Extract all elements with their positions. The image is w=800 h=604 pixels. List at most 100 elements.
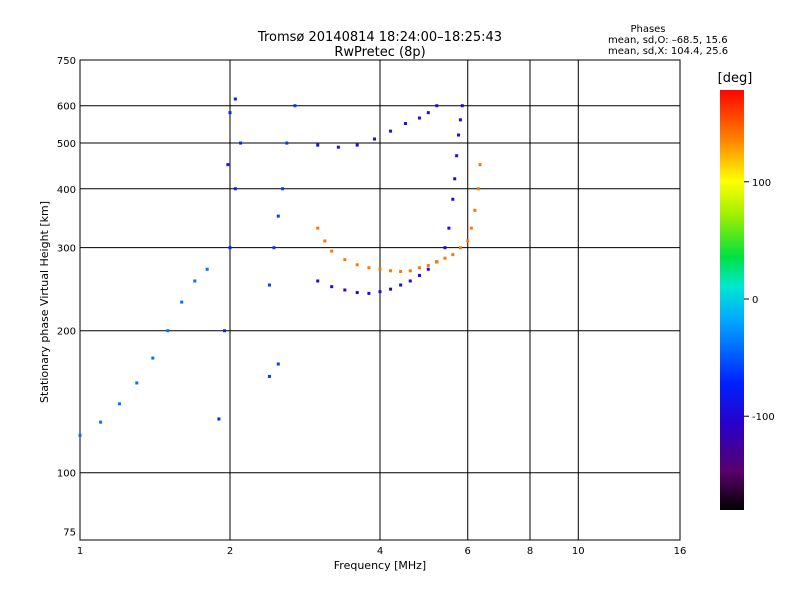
echo-point [417,273,421,277]
echo-point [228,111,232,115]
echo-point [272,246,276,250]
echo-point [367,291,371,295]
echo-point [151,356,155,360]
echo-point [343,288,347,292]
echo-point [217,417,221,421]
echo-point [378,290,382,294]
echo-point [293,104,297,108]
x-tick-label: 8 [527,546,533,557]
echo-point [367,266,371,270]
colorbar-tick-label: 100 [752,178,771,189]
echo-point [223,329,227,333]
echo-point [457,133,461,137]
x-tick-label: 10 [572,546,585,557]
y-tick-label: 100 [57,469,76,480]
echo-point [205,267,209,271]
echo-point [466,239,470,243]
y-tick-label: 400 [57,185,76,196]
echo-point [408,269,412,273]
x-tick-label: 6 [465,546,471,557]
echo-point [276,362,280,366]
echo-point [447,226,451,230]
echo-point [426,267,430,271]
x-tick-label: 16 [674,546,687,557]
echo-point [78,433,82,437]
echo-point [330,249,334,253]
echo-point [233,187,237,191]
x-tick-label: 4 [377,546,383,557]
echo-point [355,291,359,295]
echo-point [267,374,271,378]
echo-point [417,116,421,120]
echo-point [389,287,393,291]
echo-point [473,208,477,212]
echo-point [233,97,237,101]
echo-point [389,129,393,133]
echo-point [99,420,103,424]
echo-point [399,283,403,287]
colorbar-ticks: 100 0 -100 [744,178,775,423]
echo-point [476,187,480,191]
axis-ticks: 1 2 4 6 8 10 16 75 100 200 300 400 500 600 750 [57,56,686,557]
echo-point [399,270,403,274]
echo-point [193,279,197,283]
x-tick-label: 1 [77,546,83,557]
stats-line-o: mean, sd,O: –68.5, 15.6 [608,35,728,46]
colorbar-tick-label: 0 [752,295,758,306]
echo-point [285,141,289,145]
echo-point [180,300,184,304]
y-axis-label: Stationary phase Virtual Height [km] [38,201,51,403]
echo-point [435,104,439,108]
echo-point [226,163,230,167]
echo-point [355,263,359,267]
echo-point [373,137,377,141]
echo-point [135,381,139,385]
echo-point [426,264,430,268]
echo-point [389,269,393,273]
colorbar-tick-label: -100 [752,412,775,423]
echo-point [443,256,447,260]
x-tick-label: 2 [227,546,233,557]
echo-points [78,97,482,437]
echo-point [316,279,320,283]
echo-point [378,267,382,271]
echo-point [330,285,334,289]
echo-point [443,246,447,250]
echo-point [426,111,430,115]
echo-point [451,253,455,257]
echo-point [451,197,455,201]
echo-point [355,143,359,147]
echo-point [458,118,462,122]
y-tick-label: 500 [57,139,76,150]
colorbar-label: [deg] [718,71,753,86]
echo-point [408,279,412,283]
echo-point [435,260,439,264]
echo-point [455,154,459,158]
echo-point [323,239,327,243]
echo-point [453,177,457,181]
stats-line-x: mean, sd,X: 104.4, 25.6 [608,46,728,57]
chart-title: Tromsø 20140814 18:24:00–18:25:43 [257,30,502,45]
echo-point [316,226,320,230]
grid [80,60,680,540]
x-axis-label: Frequency [MHz] [334,559,426,572]
echo-point [460,104,464,108]
echo-point [316,143,320,147]
echo-point [469,226,473,230]
echo-point [336,145,340,149]
y-tick-label: 75 [63,528,76,539]
echo-point [403,122,407,126]
echo-point [276,214,280,218]
echo-point [166,329,170,333]
echo-point [117,402,121,406]
y-tick-label: 750 [57,56,76,67]
echo-point [239,141,243,145]
y-tick-label: 200 [57,327,76,338]
echo-point [267,283,271,287]
colorbar [720,88,744,510]
echo-point [458,246,462,250]
y-tick-label: 300 [57,244,76,255]
echo-point [343,258,347,262]
